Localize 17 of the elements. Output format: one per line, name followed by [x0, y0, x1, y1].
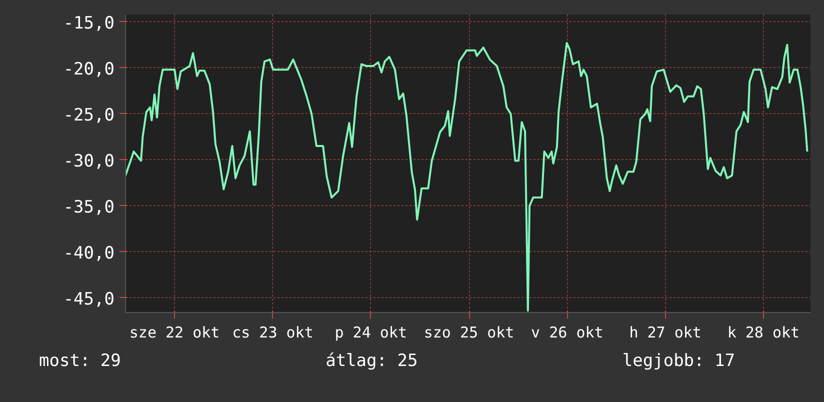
y-tick-label: -20,0: [63, 59, 115, 80]
x-tick-label: cs 23 okt: [232, 324, 314, 342]
text: átlag: 25: [326, 350, 418, 373]
text: most: 29: [39, 350, 121, 373]
y-tick-label: -15,0: [63, 13, 115, 34]
x-tick-label: v 26 okt: [531, 324, 604, 342]
x-tick-label: k 28 okt: [727, 324, 800, 342]
y-tick-label: -35,0: [63, 197, 115, 218]
y-tick-label: -25,0: [63, 105, 115, 126]
y-tick-label: -30,0: [63, 151, 115, 172]
x-tick-label: p 24 okt: [334, 324, 407, 342]
y-tick-label: -45,0: [63, 289, 115, 310]
x-tick-label: h 27 okt: [629, 324, 702, 342]
x-tick-label: sze 22 okt: [129, 324, 220, 342]
y-tick-label: -40,0: [63, 243, 115, 264]
x-tick-label: szo 25 okt: [424, 324, 514, 342]
text: legjobb: 17: [622, 350, 735, 373]
